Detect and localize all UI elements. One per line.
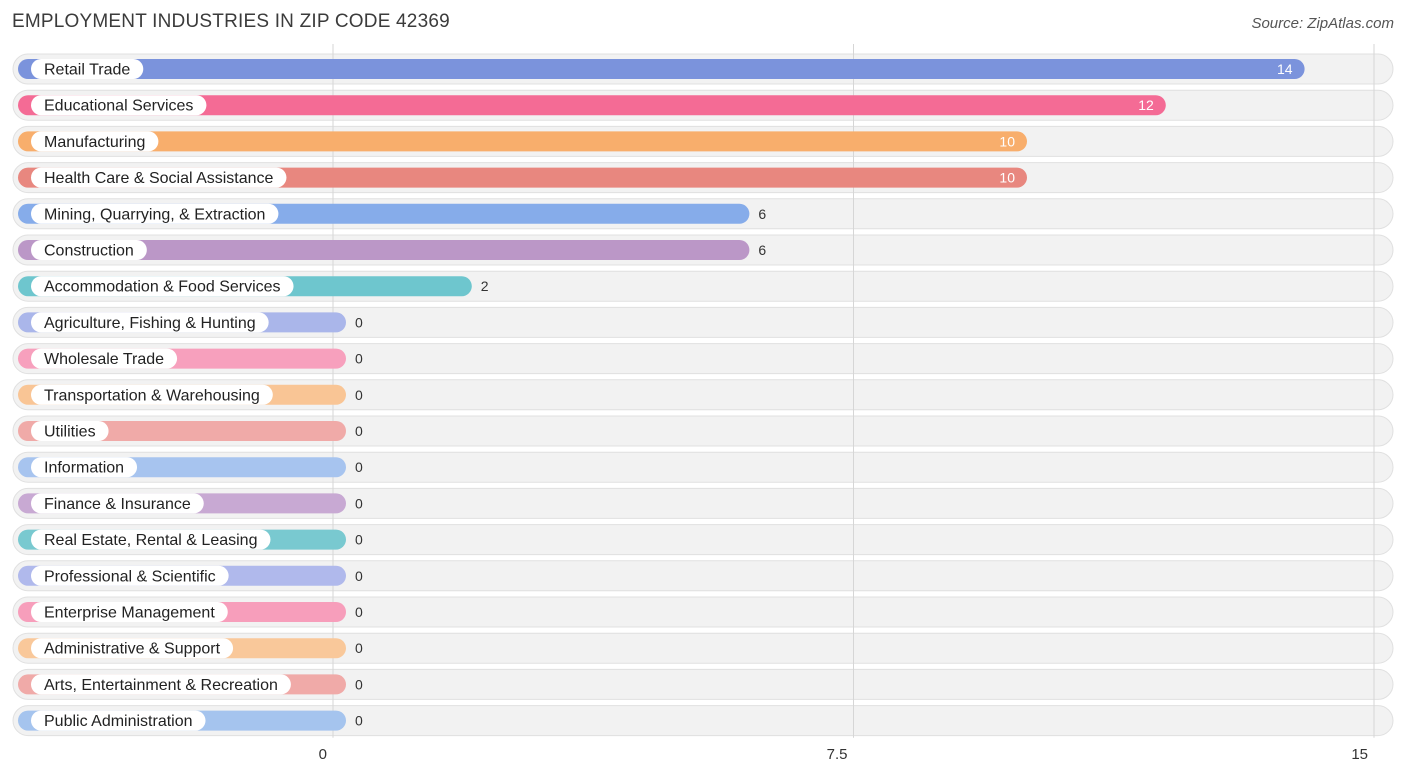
value-label: 2 [481,278,489,294]
value-label: 12 [1138,97,1154,113]
row-background [12,668,1394,700]
category-label: Health Care & Social Assistance [44,170,274,187]
value-label: 0 [355,532,363,548]
category-label: Utilities [44,424,96,441]
category-label: Agriculture, Fishing & Hunting [44,315,256,332]
row-background [12,705,1394,737]
value-label: 0 [355,676,363,692]
category-label: Finance & Insurance [44,496,191,513]
value-label: 10 [999,170,1015,186]
label-pill [31,529,271,550]
label-pill [31,457,138,478]
category-label: Construction [44,243,134,260]
row-background [12,524,1394,556]
category-label: Wholesale Trade [44,351,164,368]
value-label: 0 [355,314,363,330]
row-background [12,451,1394,483]
category-label: Educational Services [44,98,193,115]
category-label: Administrative & Support [44,641,221,658]
label-pill [31,710,206,731]
label-pill [31,565,229,586]
category-label: Manufacturing [44,134,145,151]
x-axis: 0 7.5 15 [319,746,1368,763]
row-background [12,306,1394,338]
value-label: 6 [758,206,766,222]
row-background [12,415,1394,447]
label-pill [31,312,269,333]
label-pill [31,421,109,441]
row-background [12,487,1394,519]
bar [18,95,1166,116]
value-label: 0 [355,459,363,475]
chart-source: Source: ZipAtlas.com [1251,15,1394,32]
value-label: 0 [355,604,363,620]
value-label: 10 [999,133,1015,149]
label-pill [31,59,144,79]
category-label: Accommodation & Food Services [44,279,281,296]
label-pill [31,276,294,297]
label-pill [31,602,228,622]
chart-title: EMPLOYMENT INDUSTRIES IN ZIP CODE 42369 [12,11,450,32]
row-background [12,632,1394,664]
value-label: 0 [355,423,363,439]
bar [18,131,1027,152]
value-label: 14 [1277,61,1293,77]
value-label: 0 [355,568,363,584]
bars: Retail Trade 14 Educational Services 12 Manu… [18,59,1305,731]
value-label: 0 [355,640,363,656]
bar [18,59,1305,79]
tick-label: 0 [319,746,327,763]
category-label: Mining, Quarrying, & Extraction [44,206,265,223]
label-pill [31,95,207,116]
category-label: Information [44,460,124,477]
label-pill [31,348,178,369]
label-pill [31,674,291,695]
label-pill [31,167,287,188]
row-background [12,343,1394,375]
row-background [12,379,1394,411]
row-background [12,596,1394,628]
row-background [12,560,1394,592]
tick-label: 15 [1351,746,1368,763]
category-label: Transportation & Warehousing [44,387,260,404]
label-pill [31,638,234,659]
value-label: 6 [758,242,766,258]
category-label: Retail Trade [44,62,130,79]
bar [18,240,750,260]
category-label: Enterprise Management [44,605,215,622]
category-label: Arts, Entertainment & Recreation [44,677,278,694]
value-label: 0 [355,351,363,367]
value-label: 0 [355,387,363,403]
value-label: 0 [355,713,363,729]
category-label: Professional & Scientific [44,568,216,585]
label-pill [31,203,279,224]
category-label: Real Estate, Rental & Leasing [44,532,257,549]
value-label: 0 [355,495,363,511]
category-label: Public Administration [44,713,193,730]
label-pill [31,131,159,152]
label-pill [31,384,273,405]
label-pill [31,493,204,514]
tick-label: 7.5 [827,746,848,763]
label-pill [31,240,147,260]
